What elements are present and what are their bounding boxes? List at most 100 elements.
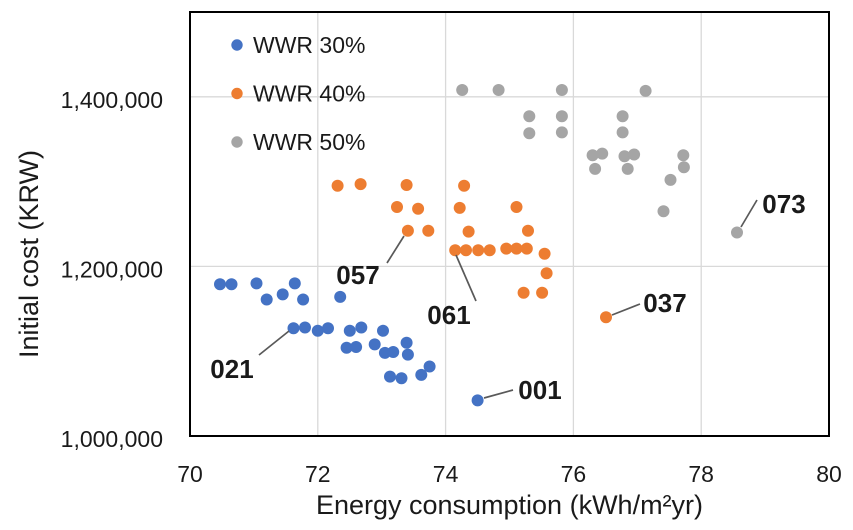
legend-marker-wwr-50 — [231, 136, 243, 148]
data-point-wwr-30 — [334, 290, 347, 303]
data-point-wwr-30 — [350, 341, 363, 353]
legend-item-wwr-30: WWR 30% — [231, 32, 365, 58]
data-point-wwr-50 — [664, 173, 677, 186]
data-point-wwr-40 — [520, 242, 533, 255]
legend-label-wwr-30: WWR 30% — [253, 32, 365, 58]
y-tick-label-1200000: 1,200,000 — [61, 256, 163, 282]
data-point-wwr-50 — [639, 84, 652, 97]
data-point-wwr-50 — [492, 84, 505, 96]
data-point-wwr-50 — [616, 110, 629, 123]
data-point-wwr-40 — [462, 225, 475, 238]
data-point-wwr-30 — [395, 372, 408, 385]
plot-area — [190, 12, 829, 436]
data-point-wwr-30 — [276, 288, 289, 301]
data-point-wwr-30 — [368, 338, 381, 351]
data-point-wwr-40 — [458, 179, 471, 192]
legend-marker-wwr-40 — [231, 87, 243, 100]
data-point-wwr-30 — [322, 322, 334, 335]
legend-label-wwr-40: WWR 40% — [253, 81, 365, 107]
data-point-wwr-50 — [523, 110, 536, 123]
data-point-wwr-40 — [536, 286, 549, 299]
data-point-wwr-30 — [214, 278, 226, 291]
series-wwr-30 — [214, 277, 484, 407]
data-point-wwr-50 — [618, 150, 631, 163]
data-point-wwr-30 — [387, 346, 400, 358]
annotation-label-021: 021 — [210, 354, 253, 384]
annotation-label-001: 001 — [518, 375, 561, 405]
data-point-wwr-50 — [677, 149, 690, 162]
data-point-wwr-30 — [297, 293, 310, 306]
data-point-wwr-50 — [677, 161, 690, 174]
annotation-label-037: 037 — [643, 288, 686, 318]
data-point-wwr-40 — [391, 201, 403, 213]
legend-label-wwr-50: WWR 50% — [253, 129, 365, 155]
annotation-leader-037 — [611, 303, 641, 316]
data-point-wwr-50 — [523, 127, 536, 140]
annotation-leader-001 — [483, 389, 514, 399]
data-point-wwr-50 — [621, 162, 634, 175]
annotation-leader-061 — [455, 254, 477, 302]
data-point-wwr-40 — [354, 178, 367, 191]
annotation-label-073: 073 — [762, 189, 805, 219]
series-wwr-40 — [331, 178, 612, 324]
data-point-wwr-50 — [731, 226, 743, 239]
data-point-wwr-50 — [555, 110, 568, 123]
data-point-wwr-40 — [460, 244, 472, 257]
legend-marker-wwr-30 — [231, 39, 243, 51]
y-tick-label-1400000: 1,400,000 — [61, 87, 163, 113]
x-tick-label-70: 70 — [177, 461, 203, 487]
data-point-wwr-40 — [331, 179, 344, 192]
data-point-wwr-30 — [355, 321, 368, 334]
annotation-label-061: 061 — [427, 300, 470, 330]
data-point-wwr-50 — [555, 126, 568, 139]
y-tick-label-1000000: 1,000,000 — [61, 426, 163, 452]
x-tick-label-76: 76 — [561, 461, 587, 487]
data-point-wwr-30 — [288, 277, 301, 290]
x-tick-label-78: 78 — [688, 461, 714, 487]
annotation-leader-057 — [386, 235, 405, 264]
data-point-wwr-40 — [510, 242, 523, 255]
data-point-wwr-40 — [500, 242, 513, 255]
data-point-wwr-50 — [589, 162, 602, 175]
data-point-wwr-30 — [299, 321, 311, 334]
data-point-wwr-50 — [555, 84, 568, 96]
data-point-wwr-50 — [596, 147, 609, 160]
data-point-wwr-40 — [522, 224, 534, 237]
data-point-wwr-30 — [343, 324, 356, 337]
legend-item-wwr-50: WWR 50% — [231, 129, 365, 155]
x-axis-title: Energy consumption (kWh/m²yr) — [316, 490, 703, 520]
data-point-wwr-30 — [415, 368, 428, 381]
data-point-wwr-30 — [287, 322, 300, 335]
legend-item-wwr-40: WWR 40% — [231, 81, 365, 107]
annotation-label-057: 057 — [336, 260, 379, 290]
data-point-wwr-50 — [628, 148, 641, 161]
data-point-wwr-40 — [412, 202, 425, 215]
data-point-wwr-30 — [423, 360, 436, 373]
annotation-leader-073 — [740, 199, 758, 228]
data-point-wwr-40 — [453, 201, 466, 214]
data-point-wwr-50 — [657, 205, 670, 218]
data-point-wwr-40 — [517, 286, 530, 299]
data-point-wwr-30 — [311, 324, 324, 337]
x-tick-label-74: 74 — [433, 461, 459, 487]
data-point-wwr-50 — [586, 149, 599, 162]
annotation-leader-021 — [258, 330, 290, 356]
data-point-wwr-30 — [401, 348, 414, 361]
data-point-wwr-40 — [600, 311, 612, 324]
data-point-wwr-40 — [510, 201, 523, 213]
data-point-wwr-50 — [456, 84, 469, 96]
data-point-wwr-40 — [400, 179, 413, 191]
plot-border — [189, 11, 830, 437]
data-point-wwr-50 — [616, 126, 629, 139]
data-point-wwr-30 — [340, 341, 353, 354]
data-point-wwr-40 — [449, 244, 462, 257]
data-point-wwr-40 — [540, 267, 553, 280]
x-tick-label-80: 80 — [816, 461, 842, 487]
x-tick-label-72: 72 — [305, 461, 331, 487]
data-point-wwr-30 — [471, 394, 484, 407]
data-point-wwr-30 — [400, 336, 413, 349]
data-point-wwr-40 — [538, 247, 551, 260]
data-point-wwr-30 — [377, 324, 389, 337]
